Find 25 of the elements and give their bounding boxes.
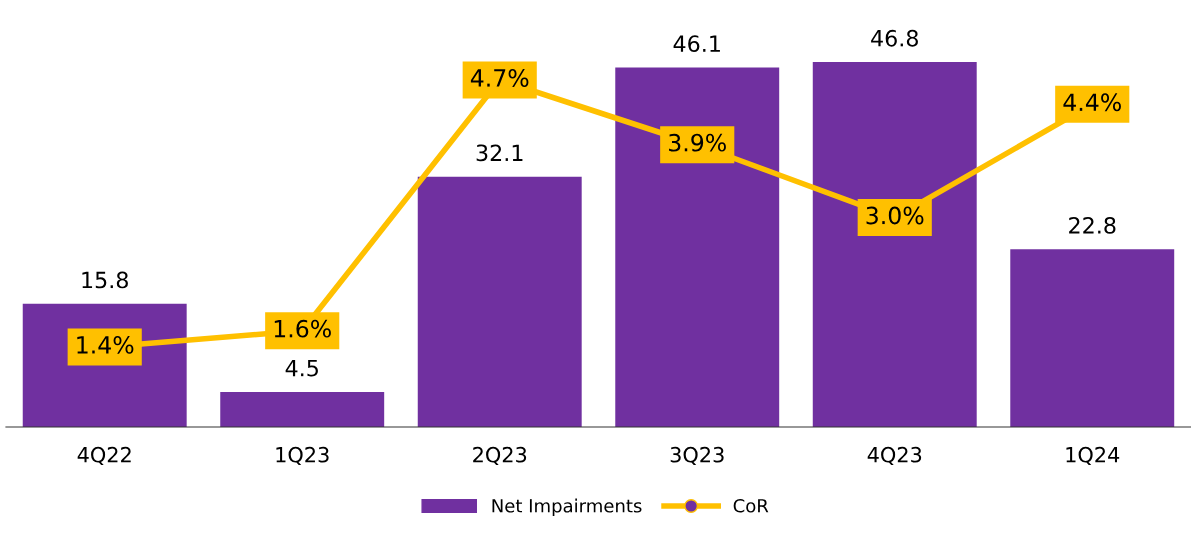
data-label: 4.4%: [1063, 93, 1121, 112]
data-label: 46.1: [673, 35, 720, 53]
x-tick-label: 3Q23: [670, 446, 724, 465]
data-label: 46.8: [871, 29, 918, 47]
data-label: 1.4%: [77, 335, 134, 354]
x-tick-label: 4Q22: [77, 446, 131, 465]
legend-label: CoR: [733, 498, 769, 513]
data-label: 15.8: [82, 271, 128, 289]
data-label: 1.6%: [274, 319, 331, 338]
x-tick-label: 1Q23: [276, 446, 329, 465]
bar: [220, 391, 385, 427]
data-label: 4.5: [285, 359, 318, 377]
bar: [615, 67, 780, 427]
x-tick-label: 2Q23: [473, 446, 527, 465]
x-tick-label: 1Q24: [1066, 446, 1120, 465]
bar: [417, 176, 582, 427]
bar: [1010, 249, 1175, 427]
bar: [812, 62, 977, 427]
data-label: 4.7%: [470, 69, 529, 87]
data-label: 3.0%: [866, 206, 924, 225]
x-tick-label: 4Q23: [867, 446, 922, 465]
legend-label: Net Impairments: [492, 498, 642, 517]
data-label: 3.9%: [669, 133, 726, 152]
data-label: 32.1: [476, 144, 523, 162]
data-label: 22.8: [1069, 216, 1116, 234]
